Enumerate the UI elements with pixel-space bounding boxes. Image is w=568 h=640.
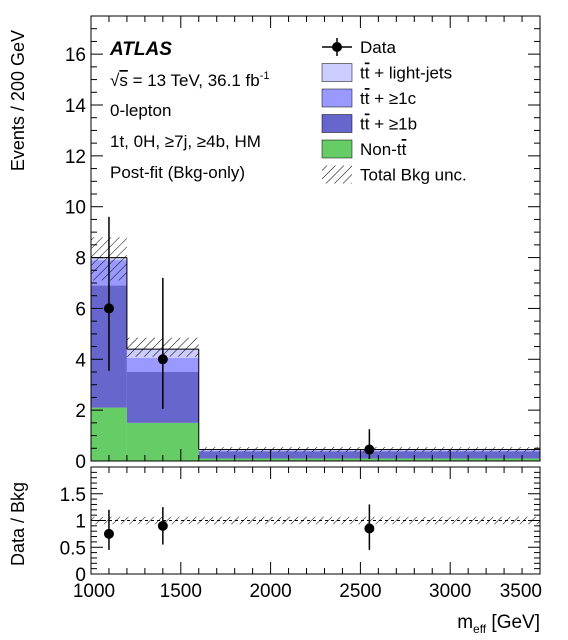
legend-entry-data: Data [322,38,396,57]
legend-label-c: tt + ≥1c [360,89,417,108]
legend-text-t: t [360,64,365,83]
legend-swatch-light [321,63,353,82]
legend-text-rest: + ≥1b [369,115,417,134]
legend-label-light: tt + light-jets [360,64,452,83]
legend-entry-nontt: Non-tt [321,139,407,159]
y-tick-label: 8 [75,249,86,270]
legend-entry-light: tt + light-jets [321,63,452,83]
ratio-y-label: Data / Bkg [8,482,28,566]
bar-nontt-1 [126,422,199,461]
legend-text-pre: Non- [360,140,397,159]
legend-swatch-nontt [321,139,353,159]
channel-label: 0-lepton [110,101,171,120]
legend-swatch-b [321,114,353,133]
bar-nontt-2 [198,458,540,461]
y-tick-label: 14 [65,96,87,117]
legend-entry-c: tt + ≥1c [321,88,417,108]
legend-text-tbar: t [365,89,370,108]
legend-text-t: t [360,89,365,108]
main-panel: 0 2 4 6 8 10 12 14 16 Events / 200 GeV ATLAS √s … [8,15,541,473]
ratio-y-tick-label: 1 [75,512,86,533]
y-tick-label: 10 [65,198,86,219]
legend-label-unc: Total Bkg unc. [360,166,467,185]
ratio-point-1 [157,520,168,531]
x-tick-label: 2500 [339,581,381,602]
legend-text-rest: + ≥1c [369,89,416,108]
x-tick-label: 2000 [249,581,291,602]
ratio-point-2 [364,523,375,534]
legend-entry-unc: Total Bkg unc. [322,165,467,185]
legend-swatch-c [321,88,353,108]
legend-text-rest: + light-jets [369,64,452,83]
ratio-y-tick-label: 1.5 [60,485,86,506]
x-axis-label: meff [GeV] [457,612,540,636]
legend-label-data: Data [360,38,396,57]
atlas-label: ATLAS [109,39,172,60]
y-tick-label: 6 [75,299,86,320]
legend-hatch-swatch [322,165,352,184]
region-label: 1t, 0H, ≥7j, ≥4b, HM [110,132,261,151]
legend-label-b: tt + ≥1b [360,115,417,134]
y-tick-label: 16 [65,45,86,66]
legend-data-marker [332,42,342,52]
energy-lumi-label: √s = 13 TeV, 36.1 fb-1 [110,70,270,90]
ratio-point-0 [103,528,114,539]
ratio-panel: 0 0.5 1 1.5 1000 1500 2000 2500 3000 3500 Data / … [8,466,542,636]
main-y-label: Events / 200 GeV [8,30,28,171]
ratio-y-tick-label: 0.5 [60,538,86,559]
legend-text-tbar: t [365,115,370,134]
ratio-y-tick-label: 0 [75,565,86,586]
legend-text-t: t [360,115,365,134]
legend-entry-b: tt + ≥1b [321,114,417,134]
x-tick-label: 1500 [160,581,202,602]
main-frame [90,15,541,462]
legend-label-nontt: Non-tt [360,140,407,159]
data-point-2 [364,444,375,455]
y-tick-label: 4 [75,350,86,371]
y-tick-label: 2 [75,401,86,422]
legend-text-tbar: t [365,64,370,83]
legend-text-t: t [397,140,402,159]
data-point-1 [157,354,168,365]
bar-nontt-0 [91,407,127,461]
x-tick-label: 3000 [429,581,471,602]
y-tick-label: 0 [75,452,86,473]
x-tick-label: 1000 [73,581,115,602]
svg-text:√s = 13 TeV, 36.1 fb-1: √s = 13 TeV, 36.1 fb-1 [110,70,270,90]
x-tick-label: 3500 [500,581,542,602]
y-tick-label: 12 [65,147,86,168]
legend-text-tbar: t [402,140,407,159]
data-point-0 [103,303,114,314]
fit-label: Post-fit (Bkg-only) [110,163,245,182]
